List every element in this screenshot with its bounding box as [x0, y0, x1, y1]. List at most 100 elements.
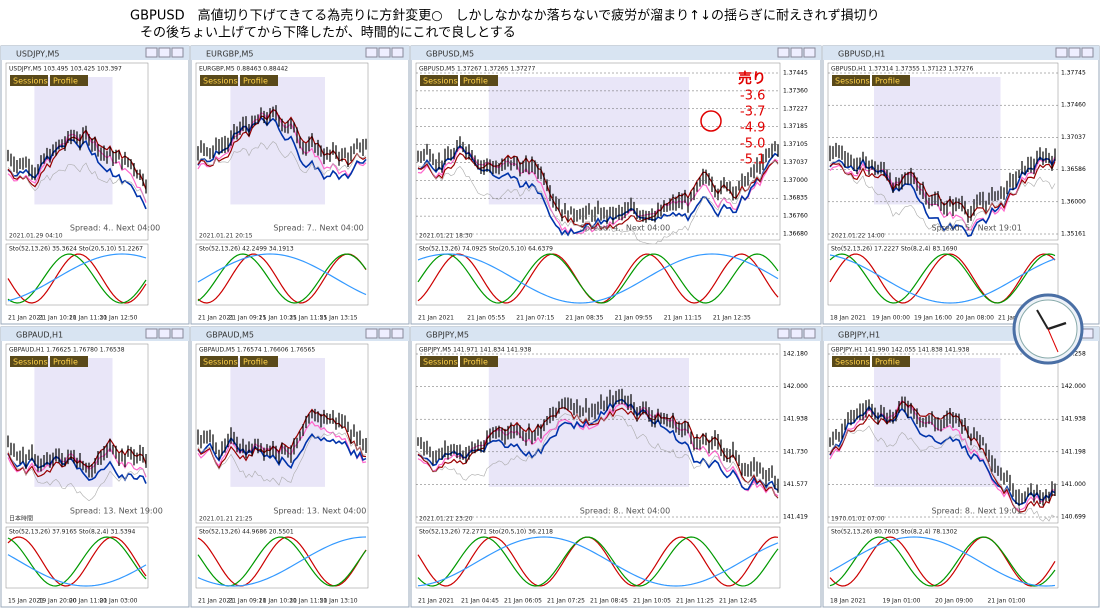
toggle-button[interactable]: [200, 75, 238, 86]
toggle-button[interactable]: [460, 75, 498, 86]
windows: USDJPY,M5 USDJPY,M5 103.495 103.425 103.3…: [0, 45, 1100, 608]
toggle-label[interactable]: Profile: [53, 358, 78, 367]
window-title: GBPAUD,H1: [16, 331, 63, 340]
oscillator-line: [7, 253, 147, 302]
spread-info: Spread: 8.. Next 04:00: [580, 507, 670, 516]
window-button-close[interactable]: [171, 47, 184, 58]
title-bar: [411, 327, 821, 341]
toggle-button[interactable]: [420, 356, 458, 367]
price-label: 141.938: [783, 416, 808, 423]
window-button-max[interactable]: [790, 328, 803, 339]
price-label: 1.37037: [1061, 134, 1086, 141]
toggle-button[interactable]: [240, 356, 278, 367]
price-label: 1.36835: [783, 195, 808, 202]
window-button-max[interactable]: [158, 47, 171, 58]
window-button-close[interactable]: [391, 47, 404, 58]
window-button-close[interactable]: [803, 328, 816, 339]
toggle-button[interactable]: [10, 75, 48, 86]
moving-average: [7, 453, 147, 484]
toggle-button[interactable]: [240, 75, 278, 86]
price-label: 1.37445: [783, 70, 808, 77]
toggle-button[interactable]: [832, 356, 870, 367]
chart-info: GBPJPY,M5 141.971 141.834 141.938: [419, 347, 532, 354]
toggle-label[interactable]: Sessions: [13, 358, 48, 367]
window-button-min[interactable]: [145, 328, 158, 339]
toggle-button[interactable]: [50, 75, 88, 86]
session-box: [874, 358, 1001, 487]
time-label: 21 Jan 05:55: [467, 315, 505, 322]
time-label: 21 Jan 13:10: [320, 598, 358, 605]
toggle-button[interactable]: [872, 75, 910, 86]
toggle-label[interactable]: Profile: [243, 358, 268, 367]
annotation-title: 売り: [738, 70, 766, 87]
toggle-label[interactable]: Profile: [463, 358, 488, 367]
session-box: [230, 77, 325, 205]
window-title: GBPAUD,M5: [206, 331, 254, 340]
toggle-label[interactable]: Profile: [463, 77, 488, 86]
window-button-min[interactable]: [777, 328, 790, 339]
time-label: 21 Jan 09:55: [615, 315, 653, 322]
price-label: 141.577: [783, 481, 808, 488]
chart-window: GBPAUD,H1 GBPAUD,H1 1.76625 1.76780 1.765…: [0, 326, 190, 608]
window-button-close[interactable]: [391, 328, 404, 339]
moving-average: [7, 450, 147, 502]
oscillator-line: [197, 253, 367, 296]
window-button-max[interactable]: [378, 328, 391, 339]
clock: [1012, 293, 1084, 365]
window-button-min[interactable]: [145, 47, 158, 58]
price-trace: [417, 136, 779, 224]
toggle-button[interactable]: [872, 356, 910, 367]
toggle-label[interactable]: Profile: [875, 358, 900, 367]
spread-info: Spread: 4.. Next 04:00: [580, 224, 670, 233]
oscillator-line: [417, 253, 779, 304]
window-button-close[interactable]: [803, 47, 816, 58]
oscillator-line: [7, 554, 147, 587]
toggle-label[interactable]: Profile: [243, 77, 268, 86]
toggle-button[interactable]: [832, 75, 870, 86]
toggle-label[interactable]: Sessions: [835, 358, 870, 367]
toggle-label[interactable]: Profile: [875, 77, 900, 86]
moving-average: [197, 431, 367, 486]
time-label: 21 Jan 2021: [8, 315, 44, 322]
time-label: 18 Jan 2021: [830, 315, 866, 322]
window-button-max[interactable]: [1068, 47, 1081, 58]
chart-window: GBPUSD,H1 GBPUSD,H1 1.37314 1.37355 1.371…: [822, 45, 1100, 325]
toggle-label[interactable]: Sessions: [423, 77, 458, 86]
toggle-button[interactable]: [460, 356, 498, 367]
price-label: 140.699: [1061, 514, 1086, 521]
window-button-close[interactable]: [1081, 47, 1094, 58]
second-hand: [1047, 328, 1059, 353]
price-label: 1.37000: [783, 177, 808, 184]
session-box: [34, 358, 113, 487]
window-button-max[interactable]: [378, 47, 391, 58]
moving-average: [829, 155, 1056, 238]
session-box: [488, 77, 689, 205]
annotation-item: -3.6: [740, 89, 765, 104]
toggle-label[interactable]: Sessions: [423, 358, 458, 367]
annotation-circle: [700, 110, 722, 132]
chart-info: GBPAUD,H1 1.76625 1.76780 1.76538: [9, 347, 125, 354]
toggle-label[interactable]: Sessions: [203, 358, 238, 367]
window-button-min[interactable]: [365, 328, 378, 339]
toggle-button[interactable]: [10, 356, 48, 367]
time-label: 20 Jan 09:00: [935, 598, 973, 605]
annotation-item: -5.1: [740, 153, 765, 168]
window-button-min[interactable]: [1055, 47, 1068, 58]
toggle-button[interactable]: [420, 75, 458, 86]
toggle-button[interactable]: [200, 356, 238, 367]
toggle-label[interactable]: Profile: [53, 77, 78, 86]
time-label: 21 Jan 08:35: [565, 315, 603, 322]
window-title: EURGBP,M5: [206, 50, 254, 59]
toggle-label[interactable]: Sessions: [13, 77, 48, 86]
toggle-button[interactable]: [50, 356, 88, 367]
toggle-label[interactable]: Sessions: [835, 77, 870, 86]
window-button-max[interactable]: [790, 47, 803, 58]
window-button-min[interactable]: [365, 47, 378, 58]
window-button-max[interactable]: [158, 328, 171, 339]
window-button-close[interactable]: [171, 328, 184, 339]
window-button-min[interactable]: [777, 47, 790, 58]
window-button-close[interactable]: [1081, 328, 1094, 339]
moving-average: [197, 116, 367, 181]
moving-average: [197, 433, 367, 469]
toggle-label[interactable]: Sessions: [203, 77, 238, 86]
